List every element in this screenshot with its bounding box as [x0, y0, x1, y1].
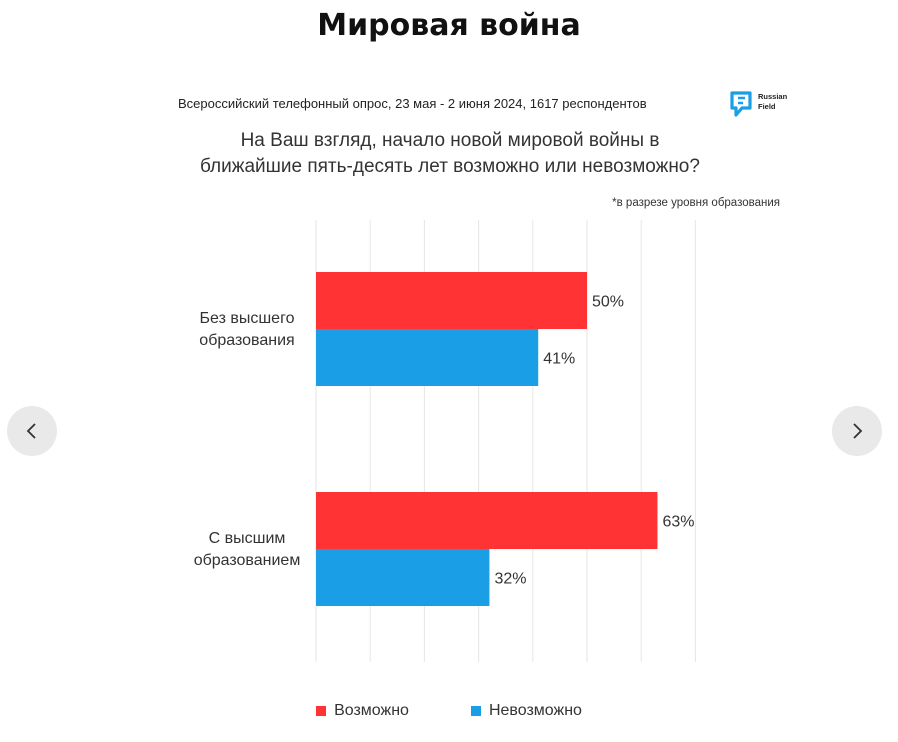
survey-description: Всероссийский телефонный опрос, 23 мая -… [178, 96, 647, 111]
chevron-right-icon [853, 423, 863, 439]
bar [316, 272, 587, 329]
bar [316, 492, 658, 549]
data-label: 50% [592, 294, 624, 311]
chart-legend: Возможно Невозможно [0, 702, 898, 720]
category-label: Без высшего [200, 310, 295, 327]
logo-wordmark: Russian Field [758, 92, 788, 111]
legend-label-impossible: Невозможно [488, 702, 582, 719]
legend-swatch-impossible [470, 706, 481, 716]
legend-item-impossible: Невозможно [470, 702, 582, 720]
data-label: 63% [662, 514, 694, 531]
survey-question: На Ваш взгляд, начало новой мировой войн… [200, 130, 700, 177]
legend-swatch-possible [316, 706, 327, 716]
category-label: С высшим [209, 530, 286, 547]
data-label: 32% [494, 571, 526, 588]
category-label: образования [199, 332, 294, 349]
next-slide-button[interactable] [832, 406, 882, 456]
russian-field-logo [730, 91, 752, 117]
category-label: образованием [194, 552, 301, 569]
data-label: 41% [543, 351, 575, 368]
chart-note: *в разрезе уровня образования [612, 197, 780, 209]
page-title: Мировая война [317, 8, 581, 43]
legend-item-possible: Возможно [316, 702, 409, 720]
bar [316, 549, 490, 606]
bar [316, 329, 539, 386]
legend-label-possible: Возможно [334, 702, 409, 719]
chevron-left-icon [26, 423, 36, 439]
prev-slide-button[interactable] [7, 406, 57, 456]
